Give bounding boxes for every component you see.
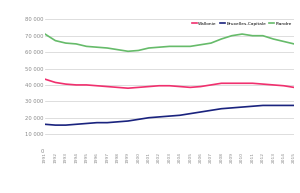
Legend: Wallonie, Bruxelles-Capitale, Flandre: Wallonie, Bruxelles-Capitale, Flandre (192, 22, 292, 26)
